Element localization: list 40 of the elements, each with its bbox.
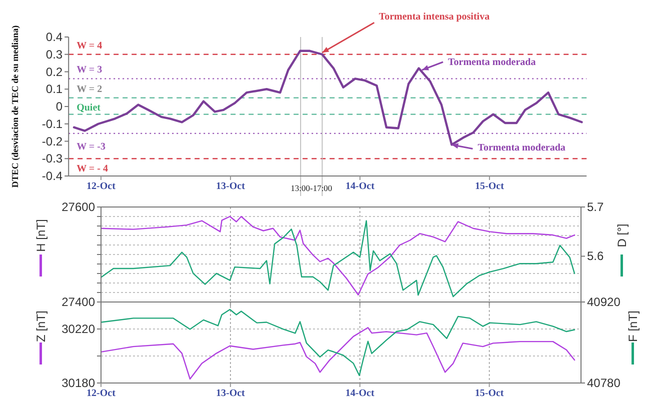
x-tick-label: 15-Oct	[474, 388, 504, 399]
y2-tick-label: 40920	[587, 295, 621, 309]
y-axis-title: DTEC (desviacion de TEC de su mediana)	[10, 25, 20, 188]
annotation: W = 2	[76, 84, 102, 95]
y-tick-label: 30220	[62, 322, 96, 336]
y2-axis-title: F [nT]	[626, 310, 640, 342]
annotation: Tormenta intensa positiva	[378, 12, 490, 23]
annotation: Quiet	[76, 102, 102, 114]
annotation: Tormenta moderada	[448, 57, 536, 68]
y-tick-label: 0.1	[46, 82, 63, 96]
y-tick-label: -0.1	[42, 116, 63, 131]
y-tick-label: 0.2	[46, 64, 63, 79]
x-tick-label: 14-Oct	[345, 388, 375, 399]
y-tick-label: -0.4	[42, 169, 63, 183]
annotation: W = 3	[76, 64, 102, 76]
x-tick-label: 13-Oct	[216, 388, 246, 399]
text: 13:00-17:00	[290, 183, 332, 193]
y-tick-label: 27400	[62, 295, 96, 309]
x-tick-label: 12-Oct	[86, 181, 116, 192]
y-axis-title: H [nT]	[34, 219, 48, 252]
y-tick-label: -0.2	[42, 134, 63, 148]
x-tick-label: 12-Oct	[86, 388, 116, 399]
annotation: W = -3	[76, 141, 106, 152]
y2-axis-title: D [°]	[615, 224, 629, 248]
annotation: Tormenta moderada	[478, 142, 566, 154]
annotation: W = 4	[76, 40, 102, 52]
y2-tick-label: 40780	[587, 376, 621, 390]
x-tick-label: 13-Oct	[216, 181, 246, 192]
y-tick-label: 0.4	[46, 30, 63, 44]
y-tick-label: 0	[56, 100, 63, 114]
y-tick-label: 0.3	[46, 47, 63, 62]
y-tick-label: -0.3	[42, 152, 63, 166]
y-axis-title: Z [nT]	[34, 310, 48, 342]
y2-tick-label: 5.7	[587, 200, 604, 214]
y-tick-label: 27600	[62, 200, 96, 214]
x-tick-label: 14-Oct	[346, 181, 376, 192]
y-tick-label: 30180	[62, 376, 96, 390]
y2-tick-label: 5.6	[587, 249, 604, 264]
annotation: W = - 4	[76, 164, 108, 175]
x-tick-label: 15-Oct	[475, 181, 505, 192]
